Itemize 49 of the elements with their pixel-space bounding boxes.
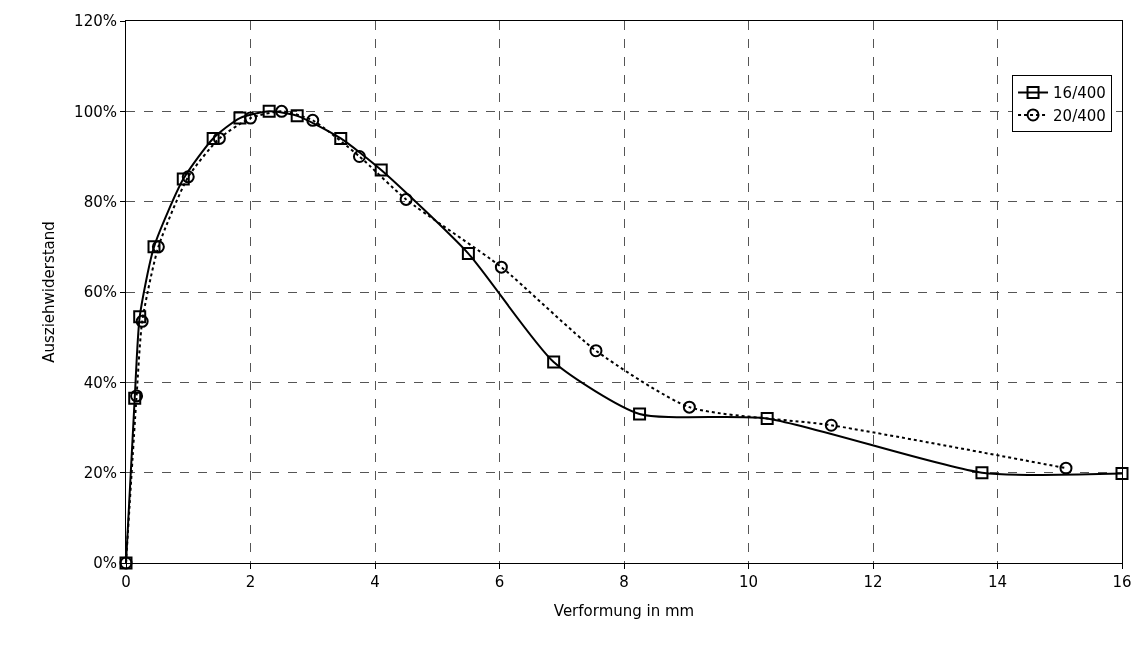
point (461, 247, 475, 261)
point (181, 170, 195, 184)
point (633, 407, 647, 421)
legend-label: 20/400 (1053, 106, 1106, 125)
point (206, 131, 220, 145)
y-tick-label: 100% (74, 102, 117, 121)
point (824, 418, 838, 432)
point (760, 411, 774, 425)
point (275, 104, 289, 118)
point (1059, 461, 1073, 475)
x-tick-label: 10 (738, 573, 759, 591)
x-tick-label: 4 (370, 573, 380, 591)
point (147, 240, 161, 254)
point (290, 109, 304, 123)
y-tick-label: 80% (83, 192, 117, 211)
y-tick-label: 40% (83, 373, 117, 392)
point (399, 192, 413, 206)
point (176, 172, 190, 186)
point (494, 260, 508, 274)
y-tick-label: 60% (83, 283, 117, 302)
point (352, 150, 366, 163)
point (306, 113, 320, 127)
point (975, 466, 989, 480)
x-tick-label: 16 (1112, 573, 1132, 591)
point (547, 355, 561, 369)
point (151, 240, 165, 254)
point (212, 131, 226, 145)
x-tick-label: 12 (863, 573, 883, 591)
x-tick-label: 2 (245, 573, 256, 591)
y-axis-title: Ausziehwiderstand (40, 221, 59, 363)
y-tick-label: 0% (93, 554, 117, 573)
point (244, 111, 257, 125)
x-tick-label: 8 (619, 573, 629, 591)
y-tick-label: 20% (83, 463, 117, 482)
point (133, 310, 147, 324)
point (589, 344, 603, 358)
point (233, 111, 247, 125)
point (262, 104, 276, 118)
point (334, 131, 348, 145)
x-axis-title: Verformung in mm (553, 602, 695, 620)
x-tick-label: 0 (121, 573, 131, 591)
point (374, 163, 388, 177)
point (135, 314, 149, 328)
x-tick-label: 6 (494, 573, 505, 591)
point (682, 400, 696, 414)
legend-label: 16/400 (1053, 84, 1106, 103)
x-tick-label: 14 (987, 573, 1008, 591)
point (1115, 467, 1129, 481)
y-tick-label: 120% (74, 12, 117, 31)
